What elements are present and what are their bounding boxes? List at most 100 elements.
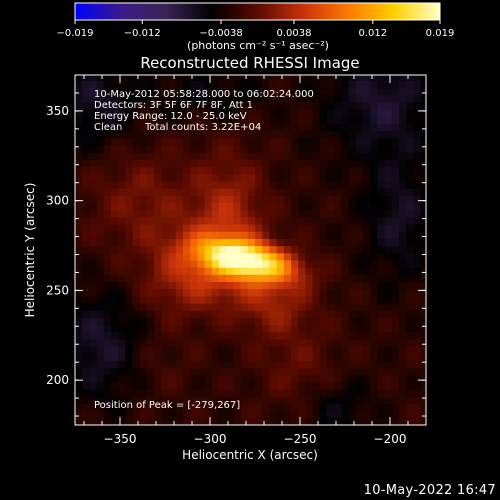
heatmap-cell [118, 223, 126, 232]
heatmap-cell [219, 87, 227, 96]
heatmap-cell [319, 87, 328, 96]
heatmap-cell [233, 346, 242, 354]
heatmap-cell [226, 188, 234, 196]
heatmap-cell [355, 396, 364, 405]
heatmap-cell [319, 166, 328, 175]
heatmap-cell [334, 87, 342, 96]
heatmap-cell [319, 223, 328, 232]
heatmap-cell [219, 331, 227, 340]
heatmap-cell [269, 245, 278, 254]
heatmap-cell [183, 374, 191, 383]
heatmap-cell [413, 130, 422, 139]
heatmap-cell [132, 209, 141, 218]
heatmap-cell [190, 209, 198, 218]
heatmap-cell [413, 173, 422, 182]
heatmap-cell [168, 209, 177, 218]
heatmap-cell [370, 310, 378, 318]
heatmap-cell [291, 231, 299, 239]
heatmap-cell [211, 109, 220, 117]
heatmap-cell [118, 353, 126, 361]
heatmap-cell [89, 180, 98, 189]
heatmap-cell [226, 259, 234, 268]
heatmap-cell [319, 195, 328, 204]
heatmap-cell [384, 396, 393, 405]
heatmap-cell [319, 209, 328, 218]
heatmap-cell [291, 324, 299, 333]
heatmap-cell [132, 166, 141, 175]
heatmap-cell [96, 152, 105, 160]
heatmap-cell [197, 274, 206, 283]
heatmap-cell [125, 130, 134, 139]
heatmap-cell [355, 417, 364, 425]
heatmap-cell [305, 130, 314, 139]
heatmap-cell [175, 188, 184, 196]
heatmap-cell [211, 123, 220, 132]
heatmap-cell [219, 231, 227, 239]
heatmap-cell [406, 274, 414, 283]
heatmap-cell [132, 130, 141, 139]
heatmap-cell [327, 94, 335, 103]
heatmap-cell [305, 159, 314, 168]
heatmap-cell [305, 353, 314, 361]
heatmap-cell [348, 159, 357, 168]
heatmap-cell [262, 159, 270, 168]
heatmap-cell [391, 302, 400, 311]
heatmap-cell [334, 188, 342, 196]
heatmap-cell [319, 353, 328, 361]
heatmap-cell [219, 137, 227, 146]
heatmap-cell [406, 173, 414, 182]
heatmap-cell [111, 410, 119, 419]
heatmap-cell [291, 94, 299, 103]
heatmap-cell [269, 109, 278, 117]
heatmap-cell [420, 381, 426, 390]
heatmap-cell [190, 216, 198, 225]
heatmap-cell [204, 202, 213, 211]
heatmap-cell [305, 288, 314, 297]
heatmap-cell [219, 324, 227, 333]
heatmap-cell [168, 259, 177, 268]
heatmap-cell [168, 137, 177, 146]
heatmap-cell [211, 381, 220, 390]
heatmap-cell [406, 310, 414, 318]
heatmap-cell [298, 152, 306, 160]
heatmap-cell [204, 396, 213, 405]
heatmap-cell [413, 209, 422, 218]
heatmap-cell [247, 331, 256, 340]
heatmap-cell [420, 130, 426, 139]
heatmap-cell [319, 310, 328, 318]
heatmap-cell [147, 259, 155, 268]
heatmap-cell [312, 281, 321, 290]
heatmap-cell [420, 310, 426, 318]
heatmap-cell [255, 410, 263, 419]
heatmap-cell [298, 116, 306, 125]
heatmap-cell [111, 353, 119, 361]
heatmap-cell [147, 87, 155, 96]
heatmap-cell [370, 410, 378, 419]
heatmap-cell [89, 80, 98, 89]
heatmap-cell [363, 360, 371, 369]
heatmap-cell [132, 302, 141, 311]
heatmap-cell [276, 123, 285, 132]
heatmap-cell [154, 231, 162, 239]
heatmap-cell [262, 381, 270, 390]
heatmap-cell [82, 374, 90, 383]
heatmap-cell [219, 346, 227, 354]
heatmap-cell [168, 381, 177, 390]
heatmap-cell [312, 152, 321, 160]
heatmap-cell [377, 353, 386, 361]
heatmap-cell [154, 101, 162, 110]
heatmap-cell [183, 101, 191, 110]
heatmap-cell [219, 94, 227, 103]
heatmap-cell [89, 353, 98, 361]
heatmap-cell [291, 317, 299, 326]
heatmap-cell [391, 410, 400, 419]
heatmap-cell [399, 331, 407, 340]
heatmap-cell [183, 389, 191, 397]
heatmap-cell [363, 367, 371, 376]
heatmap-cell [363, 252, 371, 261]
heatmap-cell [103, 281, 112, 290]
heatmap-cell [413, 367, 422, 376]
heatmap-cell [175, 396, 184, 405]
heatmap-cell [355, 137, 364, 146]
heatmap-cell [420, 295, 426, 304]
